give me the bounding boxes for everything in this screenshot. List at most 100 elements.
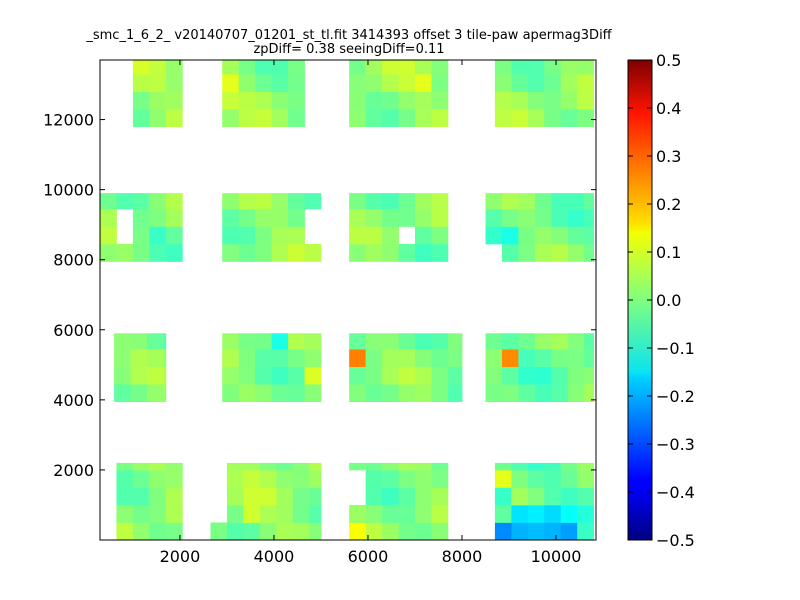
heatmap-cell [147, 349, 164, 367]
heatmap-cell [255, 384, 272, 403]
heatmap-cell [398, 504, 416, 523]
heatmap-cell [243, 504, 261, 523]
heatmap-cell [431, 60, 449, 75]
y-tick-label: 6000 [53, 321, 94, 340]
heatmap-cell [534, 349, 552, 367]
heatmap-cell [309, 462, 322, 471]
heatmap-cell [527, 109, 545, 127]
heatmap-cell [304, 333, 322, 350]
heatmap-cell [365, 333, 383, 350]
colorbar-tick-label: 0.2 [656, 195, 681, 214]
heatmap-cell [130, 366, 148, 385]
heatmap-cell [485, 349, 503, 367]
x-tick-label: 6000 [348, 547, 389, 566]
chart-title: _smc_1_6_2_ v20140707_01201_st_tl.fit 34… [85, 28, 612, 43]
heatmap-cell [163, 384, 167, 403]
heatmap-cell [349, 522, 367, 541]
heatmap-cell [288, 193, 305, 210]
heatmap-cell [149, 487, 167, 506]
heatmap-cell [485, 333, 503, 350]
heatmap-cell [501, 366, 519, 385]
heatmap-cell [511, 469, 529, 488]
heatmap-cell [382, 208, 399, 227]
heatmap-cell [398, 522, 416, 541]
heatmap-cell [398, 193, 416, 210]
heatmap-cell [431, 109, 449, 127]
heatmap-cell [365, 91, 383, 110]
heatmap-cell [567, 193, 585, 210]
heatmap-cell [494, 487, 512, 506]
heatmap-cell [271, 208, 289, 227]
heatmap-cell [518, 243, 536, 262]
heatmap-cell [226, 487, 244, 506]
heatmap-cell [544, 487, 562, 506]
heatmap-cell [349, 208, 367, 227]
heatmap-cell [382, 469, 399, 488]
heatmap-cell [309, 504, 322, 523]
heatmap-cell [431, 208, 449, 227]
heatmap-cell [149, 91, 167, 110]
heatmap-cell [365, 349, 383, 367]
heatmap-cell [165, 226, 183, 245]
heatmap-cell [349, 226, 367, 245]
heatmap-cell [149, 60, 167, 75]
heatmap-cell [304, 384, 322, 403]
heatmap-cell [560, 522, 578, 541]
heatmap-cell [398, 469, 416, 488]
heatmap-cell [527, 504, 545, 523]
heatmap-cell [382, 333, 399, 350]
heatmap-cell [349, 91, 367, 110]
heatmap-cell [165, 522, 183, 541]
heatmap-cell [382, 487, 399, 506]
heatmap-cell [222, 74, 240, 92]
heatmap-cell [116, 462, 134, 471]
heatmap-cell [431, 349, 449, 367]
heatmap-cell [114, 349, 131, 367]
y-axis: 2000 4000 6000 8000 10000 12000 [43, 111, 596, 480]
heatmap-cell [238, 366, 256, 385]
heatmap-cell [222, 91, 240, 110]
heatmap-cell [288, 333, 305, 350]
heatmap-cell [431, 91, 449, 110]
heatmap-cell [415, 74, 432, 92]
heatmap-cell [415, 208, 432, 227]
heatmap-cell [431, 384, 449, 403]
heatmap-cell [165, 487, 183, 506]
heatmap-cell [149, 522, 167, 541]
heatmap-cell [567, 349, 585, 367]
y-tick-label: 8000 [53, 251, 94, 270]
heatmap-cell [398, 384, 416, 403]
heatmap-cell [116, 522, 134, 541]
heatmap-cell [382, 226, 399, 245]
heatmap-cell [398, 109, 416, 127]
heatmap-cell [365, 462, 383, 471]
heatmap-cell [149, 243, 167, 262]
heatmap-cell [518, 333, 536, 350]
heatmap-cell [447, 333, 463, 350]
heatmap-cell [551, 193, 569, 210]
colorbar-tick-label: −0.5 [656, 531, 695, 550]
heatmap-cell [518, 349, 536, 367]
heatmap-cell [163, 366, 167, 385]
heatmap-cell [382, 504, 399, 523]
heatmap-cell [577, 74, 595, 92]
heatmap-cell [238, 226, 256, 245]
heatmap-cell [577, 109, 595, 127]
heatmap-cell [485, 366, 503, 385]
heatmap-cell [365, 366, 383, 385]
heatmap-cell [511, 487, 529, 506]
heatmap-cell [255, 208, 272, 227]
heatmap-cell [165, 109, 183, 127]
heatmap-cell [415, 243, 432, 262]
heatmap-cell [527, 91, 545, 110]
heatmap-cell [243, 462, 261, 471]
heatmap-cell [100, 226, 117, 245]
heatmap-cell [544, 109, 562, 127]
heatmap-cell [292, 487, 310, 506]
heatmap-cell [255, 226, 272, 245]
heatmap-cell [238, 384, 256, 403]
heatmap-cell [501, 384, 519, 403]
colorbar-tick-label: −0.4 [656, 483, 695, 502]
heatmap-cell [382, 60, 399, 75]
heatmap-cell [276, 487, 294, 506]
